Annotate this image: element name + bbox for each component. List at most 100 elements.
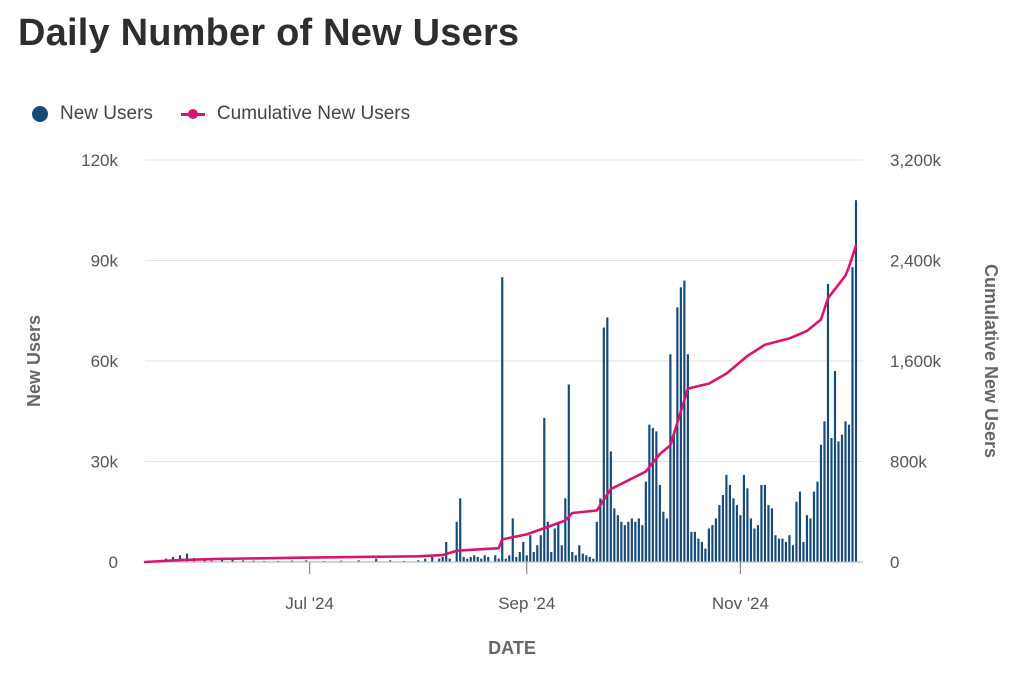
bar xyxy=(518,551,521,562)
bar xyxy=(578,545,581,562)
bar xyxy=(753,528,756,562)
bar xyxy=(630,518,633,562)
bar xyxy=(178,555,182,562)
bar xyxy=(466,558,469,562)
bar xyxy=(623,525,626,562)
bar xyxy=(840,434,844,562)
bar xyxy=(241,560,245,562)
bar xyxy=(525,555,528,562)
bar xyxy=(826,283,830,562)
bar xyxy=(532,551,535,562)
bar xyxy=(501,277,504,562)
bar xyxy=(487,556,490,562)
bar xyxy=(725,474,728,562)
y2-tick-label: 3,200k xyxy=(890,151,942,170)
bar xyxy=(438,558,441,562)
bar xyxy=(445,541,448,562)
bar xyxy=(728,484,731,562)
bar xyxy=(676,307,679,562)
bar xyxy=(735,505,738,562)
bar xyxy=(683,280,686,562)
bar xyxy=(539,535,542,562)
bar xyxy=(424,558,427,562)
bar xyxy=(606,317,609,562)
bar xyxy=(581,553,584,563)
x-axis-title: DATE xyxy=(488,638,536,658)
y-tick-label: 60k xyxy=(91,352,119,371)
bar xyxy=(686,354,689,562)
y-tick-label: 30k xyxy=(91,453,119,472)
bar xyxy=(543,417,546,562)
y2-tick-label: 0 xyxy=(890,553,899,572)
bar xyxy=(760,484,763,562)
bar xyxy=(802,541,805,562)
legend-circle-marker-icon xyxy=(32,106,48,122)
bar xyxy=(732,498,735,562)
bar xyxy=(718,505,721,562)
bar xyxy=(448,558,451,562)
bar xyxy=(851,267,854,562)
bar xyxy=(473,555,476,562)
bar xyxy=(777,538,781,562)
bar xyxy=(854,200,858,562)
bar xyxy=(567,384,570,562)
bar xyxy=(830,438,833,562)
bar xyxy=(375,558,378,562)
bar xyxy=(742,474,745,562)
bar xyxy=(795,501,798,562)
bar xyxy=(595,521,598,562)
bar xyxy=(634,521,637,562)
bar xyxy=(550,551,553,562)
bar xyxy=(291,560,294,562)
bar xyxy=(504,558,507,562)
bar xyxy=(252,560,255,562)
bar xyxy=(588,556,591,562)
x-tick-label: Sep '24 xyxy=(498,594,555,613)
bar xyxy=(784,541,788,562)
bar xyxy=(305,560,308,562)
bar xyxy=(767,505,770,562)
legend-label-new-users: New Users xyxy=(60,103,153,124)
bar xyxy=(781,538,784,562)
bar xyxy=(648,424,651,562)
x-tick-label: Nov '24 xyxy=(712,594,769,613)
y-axis-title: New Users xyxy=(24,315,44,407)
bar xyxy=(564,498,567,562)
y2-axis-title: Cumulative New Users xyxy=(981,264,1001,458)
bar xyxy=(658,484,661,562)
bar xyxy=(746,488,749,562)
bar xyxy=(655,431,658,562)
bar xyxy=(210,560,213,562)
y2-tick-label: 800k xyxy=(890,453,927,472)
bar xyxy=(480,558,483,562)
y2-tick-label: 1,600k xyxy=(890,352,942,371)
bar xyxy=(571,551,574,562)
bar xyxy=(690,531,693,562)
bar xyxy=(553,528,556,562)
bar xyxy=(651,428,654,562)
bar xyxy=(739,515,742,562)
bar xyxy=(700,541,703,562)
bar xyxy=(812,491,816,562)
bar xyxy=(476,556,479,562)
bar xyxy=(679,287,682,562)
bar xyxy=(844,421,847,562)
legend-item-new-users[interactable]: New Users xyxy=(32,103,153,125)
bar xyxy=(515,556,518,562)
y-tick-label: 120k xyxy=(81,151,118,170)
bar xyxy=(599,498,602,562)
bar xyxy=(441,556,444,562)
bar xyxy=(823,421,826,562)
bar xyxy=(693,531,696,562)
bar xyxy=(508,555,511,562)
legend-item-cumulative-new-users[interactable]: Cumulative New Users xyxy=(180,103,411,125)
bar xyxy=(833,371,837,562)
bar xyxy=(627,521,630,562)
bar xyxy=(791,545,795,562)
bar xyxy=(809,518,812,562)
legend-label-cumulative-new-users: Cumulative New Users xyxy=(216,103,411,124)
bar xyxy=(340,560,343,562)
bar xyxy=(641,525,644,562)
bar xyxy=(613,508,616,562)
